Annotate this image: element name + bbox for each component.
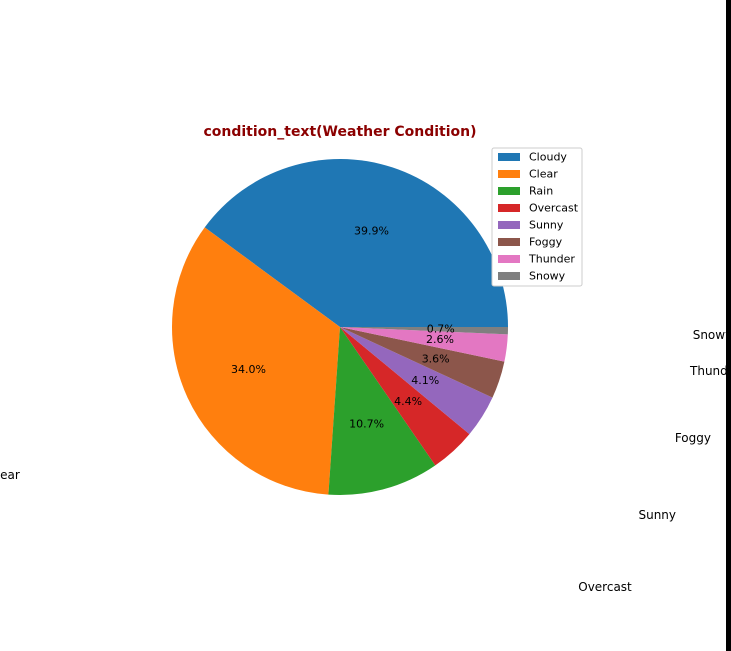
legend-swatch-clear — [498, 170, 520, 178]
legend-swatch-foggy — [498, 238, 520, 246]
percent-label-rain: 10.7% — [349, 418, 384, 431]
legend-label-sunny: Sunny — [529, 219, 564, 232]
legend-swatch-snowy — [498, 272, 520, 280]
percent-label-clear: 34.0% — [231, 363, 266, 376]
legend-swatch-sunny — [498, 221, 520, 229]
legend-swatch-overcast — [498, 204, 520, 212]
legend: Cloudy Clear Rain Overcast Sunny Foggy Thunder… — [491, 147, 583, 287]
legend-label-cloudy: Cloudy — [529, 151, 567, 164]
window-edge — [726, 0, 731, 651]
slice-thunder — [340, 327, 508, 362]
percent-label-sunny: 4.1% — [411, 374, 439, 387]
slice-clear — [171, 227, 340, 495]
legend-swatch-cloudy — [498, 153, 520, 161]
category-label-sunny: Sunny — [638, 508, 676, 522]
slice-sunny — [340, 327, 493, 435]
legend-label-clear: Clear — [529, 168, 558, 181]
category-label-thunder: Thunder — [689, 364, 731, 378]
legend-label-thunder: Thunder — [528, 253, 575, 266]
category-label-foggy: Foggy — [675, 431, 711, 445]
category-label-clear: Clear — [0, 468, 20, 482]
slice-foggy — [340, 327, 505, 398]
legend-label-overcast: Overcast — [529, 202, 579, 215]
percent-label-foggy: 3.6% — [422, 352, 450, 365]
legend-label-rain: Rain — [529, 185, 553, 198]
category-label-overcast: Overcast — [578, 580, 632, 594]
chart-title: condition_text(Weather Condition) — [203, 124, 476, 140]
percent-label-snowy: 0.7% — [427, 323, 455, 336]
slice-rain — [328, 327, 436, 495]
legend-label-foggy: Foggy — [529, 236, 563, 249]
legend-label-snowy: Snowy — [529, 270, 566, 283]
legend-frame — [491, 147, 583, 287]
slice-overcast — [340, 327, 470, 466]
percent-label-overcast: 4.4% — [394, 395, 422, 408]
percent-label-thunder: 2.6% — [426, 333, 454, 346]
slice-snowy — [340, 327, 508, 335]
legend-swatch-thunder — [498, 255, 520, 263]
legend-swatch-rain — [498, 187, 520, 195]
category-label-snowy: Snowy — [693, 328, 731, 342]
slice-cloudy — [204, 158, 508, 327]
percent-label-cloudy: 39.9% — [354, 225, 389, 238]
percent-labels: 39.9% 34.0% 10.7% 4.4% 4.1% 3.6% 2.6%0.7% — [231, 225, 455, 431]
pie-slices — [171, 158, 508, 495]
